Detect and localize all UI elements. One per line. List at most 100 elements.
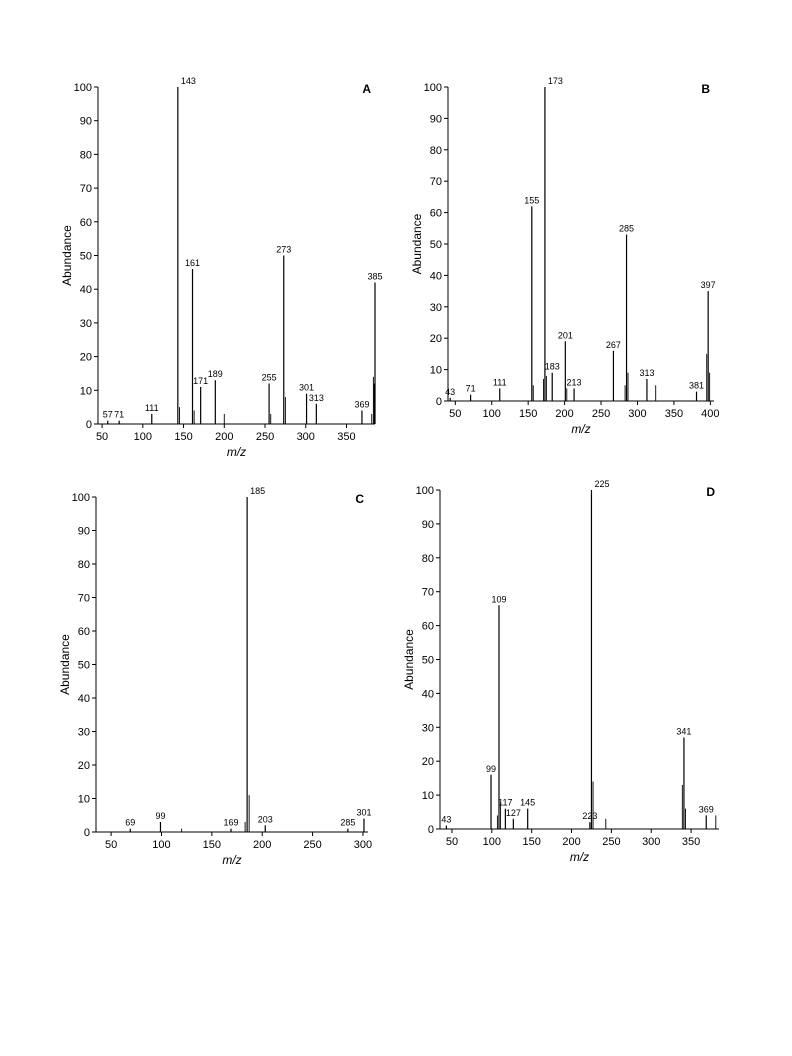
- peak-label: 43: [441, 815, 451, 825]
- y-axis-label: Abundance: [58, 634, 72, 695]
- x-tick-label: 50: [449, 408, 461, 420]
- peak-label: 313: [639, 368, 654, 378]
- x-tick-label: 100: [152, 839, 170, 851]
- y-tick-label: 10: [78, 794, 90, 806]
- peak-label: 397: [701, 280, 716, 290]
- x-tick-label: 250: [303, 839, 321, 851]
- peak-label: 57: [103, 410, 113, 420]
- y-tick-label: 20: [430, 333, 442, 345]
- peak-label: 117: [498, 798, 512, 808]
- x-tick-label: 50: [446, 836, 458, 848]
- peak-label: 171: [193, 376, 208, 386]
- peak-label: 285: [619, 224, 634, 234]
- x-tick-label: 350: [665, 408, 683, 420]
- peak-label: 145: [520, 798, 535, 808]
- y-tick-label: 20: [78, 760, 90, 772]
- peak-label: 223: [582, 811, 597, 821]
- y-tick-label: 50: [422, 655, 434, 667]
- y-tick-label: 50: [80, 251, 92, 263]
- x-tick-label: 150: [174, 431, 192, 443]
- y-tick-label: 70: [78, 593, 90, 605]
- panel-a-mass-spectrum: 0 10 20 30 40 50 60 70 80 90 100 50 100 150 200 250 300 3…: [60, 76, 383, 459]
- peak-label: 173: [548, 76, 563, 86]
- x-tick-label: 250: [602, 836, 620, 848]
- peak-label: 69: [125, 818, 135, 828]
- x-axis-label: m/z: [571, 422, 590, 436]
- x-tick-label: 150: [519, 408, 537, 420]
- x-tick-label: 200: [562, 836, 580, 848]
- y-tick-label: 90: [80, 116, 92, 128]
- peak-label: 285: [340, 818, 355, 828]
- peak-label: 201: [558, 330, 573, 340]
- peak-label: 71: [114, 410, 124, 420]
- x-tick-label: 350: [337, 431, 355, 443]
- y-tick-label: 100: [416, 485, 434, 497]
- y-tick-label: 10: [422, 790, 434, 802]
- panel-letter: B: [701, 82, 710, 96]
- panel-letter: C: [355, 492, 364, 506]
- peak-label: 341: [676, 726, 691, 736]
- y-tick-label: 30: [430, 302, 442, 314]
- x-tick-label: 350: [682, 836, 700, 848]
- x-tick-label: 100: [483, 836, 501, 848]
- y-tick-label: 100: [74, 82, 92, 94]
- peak-label: 213: [567, 377, 582, 387]
- panel-c-mass-spectrum: 0 10 20 30 40 50 60 70 80 90 100 50 100 150 200 250 300 A…: [58, 486, 372, 867]
- peak-label: 381: [689, 381, 704, 391]
- y-tick-label: 60: [430, 208, 442, 220]
- peak-label: 189: [208, 369, 223, 379]
- x-tick-label: 300: [297, 431, 315, 443]
- x-tick-label: 300: [642, 836, 660, 848]
- x-axis-label: m/z: [570, 850, 589, 864]
- y-tick-label: 30: [422, 722, 434, 734]
- panel-letter: A: [362, 82, 371, 96]
- peak-label: 43: [445, 387, 455, 397]
- peak-label: 273: [276, 245, 291, 255]
- peak-label: 369: [699, 804, 714, 814]
- peak-label: 301: [356, 808, 371, 818]
- peak-label: 255: [262, 373, 277, 383]
- y-tick-label: 40: [430, 270, 442, 282]
- x-tick-label: 200: [253, 839, 271, 851]
- y-axis-label: Abundance: [60, 225, 74, 286]
- peak-label: 111: [145, 403, 159, 413]
- y-tick-label: 80: [78, 559, 90, 571]
- y-tick-label: 90: [430, 113, 442, 125]
- x-tick-label: 50: [105, 839, 117, 851]
- y-tick-label: 80: [80, 149, 92, 161]
- peak-label: 71: [466, 384, 476, 394]
- y-tick-label: 0: [436, 396, 442, 408]
- x-tick-label: 150: [522, 836, 540, 848]
- y-tick-label: 70: [80, 183, 92, 195]
- x-axis-label: m/z: [227, 445, 246, 459]
- x-tick-label: 250: [256, 431, 274, 443]
- y-tick-label: 70: [430, 176, 442, 188]
- panel-letter: D: [706, 485, 715, 499]
- y-tick-label: 20: [80, 352, 92, 364]
- y-tick-label: 90: [422, 519, 434, 531]
- peak-label: 385: [367, 271, 382, 281]
- x-tick-label: 100: [483, 408, 501, 420]
- y-tick-label: 20: [422, 756, 434, 768]
- y-tick-label: 100: [72, 492, 90, 504]
- x-tick-label: 200: [215, 431, 233, 443]
- y-axis-label: Abundance: [402, 629, 416, 690]
- peak-label: 225: [594, 479, 609, 489]
- peak-label: 185: [250, 486, 265, 496]
- y-tick-label: 40: [422, 688, 434, 700]
- y-tick-label: 80: [422, 553, 434, 565]
- x-tick-label: 150: [203, 839, 221, 851]
- y-tick-label: 10: [430, 365, 442, 377]
- peak-label: 369: [354, 400, 369, 410]
- x-tick-label: 250: [592, 408, 610, 420]
- peak-label: 183: [545, 362, 560, 372]
- panel-d-mass-spectrum: 0 10 20 30 40 50 60 70 80 90 100 50 100 150 200 250 300 3…: [402, 479, 719, 864]
- y-tick-label: 100: [424, 82, 442, 94]
- peak-label: 143: [181, 76, 196, 86]
- y-tick-label: 0: [84, 827, 90, 839]
- panel-b-mass-spectrum: 0 10 20 30 40 50 60 70 80 90 100 50 100 150 200 250 300 3…: [410, 76, 720, 436]
- x-tick-label: 100: [134, 431, 152, 443]
- peak-label: 203: [258, 814, 273, 824]
- y-tick-label: 60: [80, 217, 92, 229]
